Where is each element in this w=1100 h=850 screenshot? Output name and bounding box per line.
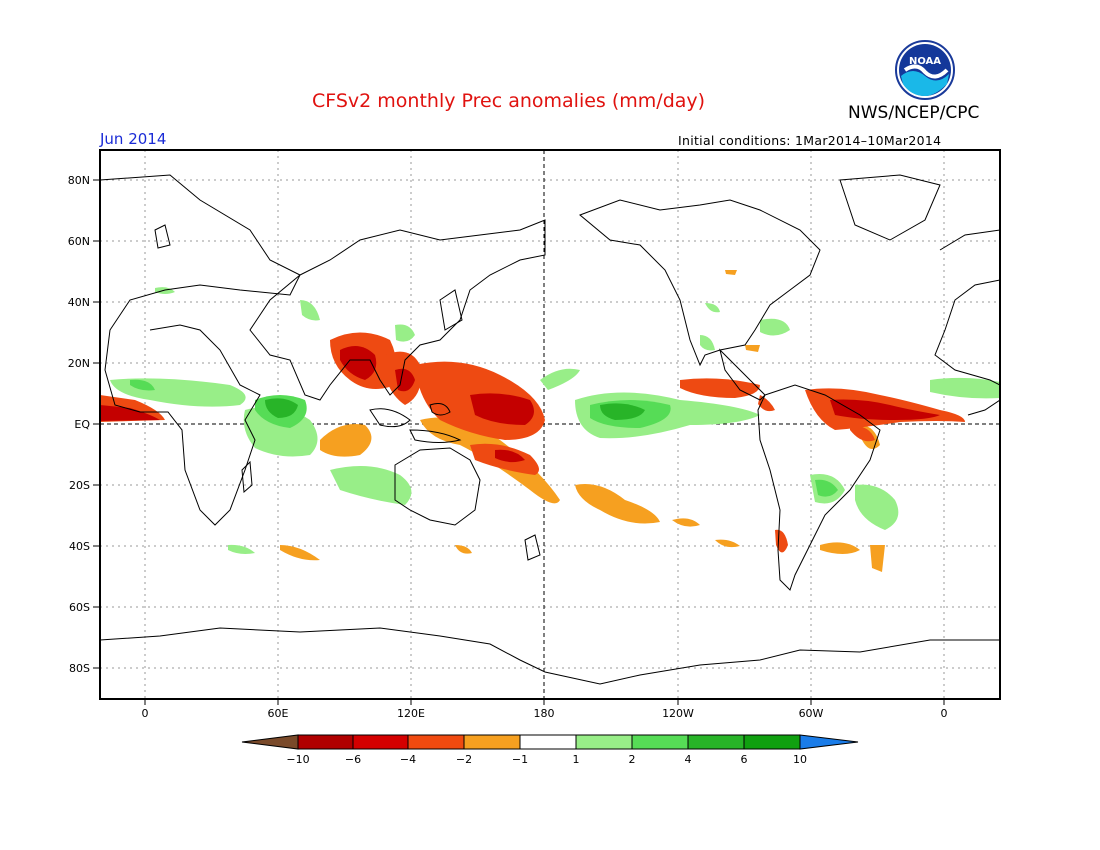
lon-label: 180	[534, 707, 555, 720]
colorbar-swatch	[687, 734, 745, 750]
lon-label: 120W	[662, 707, 694, 720]
colorbar-swatch	[463, 734, 521, 750]
colorbar: −10 −6 −4 −2 −1 1 2 4 6 10	[241, 734, 859, 766]
colorbar-tick-label: 6	[741, 753, 748, 766]
lat-label: 40S	[69, 540, 90, 553]
lon-axis: 0 60E 120E 180 120W 60W 0	[142, 699, 948, 720]
colorbar-tick-label: 10	[793, 753, 807, 766]
dry-anomaly-strong	[100, 346, 940, 463]
lon-label: 60E	[268, 707, 289, 720]
noaa-logo: NOAA	[895, 40, 955, 100]
lon-label: 0	[941, 707, 948, 720]
lat-label: 60S	[69, 601, 90, 614]
coastlines	[100, 174, 1000, 685]
lon-label: 60W	[799, 707, 824, 720]
colorbar-swatch	[575, 734, 633, 750]
colorbar-swatch	[519, 734, 577, 750]
colorbar-tick-label: −2	[456, 753, 472, 766]
lat-label: 60N	[68, 235, 90, 248]
lon-label: 0	[142, 707, 149, 720]
colorbar-tick-label: 2	[629, 753, 636, 766]
colorbar-tick-label: −6	[345, 753, 361, 766]
valid-month-label: Jun 2014	[100, 130, 167, 148]
colorbar-swatch	[352, 734, 409, 750]
lat-label: 20S	[69, 479, 90, 492]
agency-label: NWS/NCEP/CPC	[848, 103, 980, 123]
colorbar-tick-label: −10	[286, 753, 309, 766]
lat-label: 80N	[68, 174, 90, 187]
wet-anomaly-strong	[265, 398, 645, 420]
lon-label: 120E	[397, 707, 425, 720]
colorbar-tick-label: 4	[685, 753, 692, 766]
colorbar-tick-label: −4	[400, 753, 416, 766]
colorbar-swatch	[743, 734, 801, 750]
lat-label: 20N	[68, 357, 90, 370]
lat-axis: 80N 60N 40N 20N EQ 20S 40S 60S 80S	[68, 174, 100, 675]
initial-conditions-label: Initial conditions: 1Mar2014–10Mar2014	[678, 133, 942, 148]
colorbar-swatch	[407, 734, 465, 750]
map-title: CFSv2 monthly Prec anomalies (mm/day)	[312, 90, 706, 112]
colorbar-tick-label: 1	[573, 753, 580, 766]
lat-label: 80S	[69, 662, 90, 675]
colorbar-swatch	[297, 734, 354, 750]
lat-label: EQ	[74, 418, 90, 431]
colorbar-low-arrow	[241, 734, 299, 750]
lat-label: 40N	[68, 296, 90, 309]
noaa-logo-text: NOAA	[909, 56, 941, 67]
colorbar-tick-label: −1	[512, 753, 528, 766]
colorbar-swatch	[631, 734, 689, 750]
colorbar-high-arrow	[799, 734, 859, 750]
